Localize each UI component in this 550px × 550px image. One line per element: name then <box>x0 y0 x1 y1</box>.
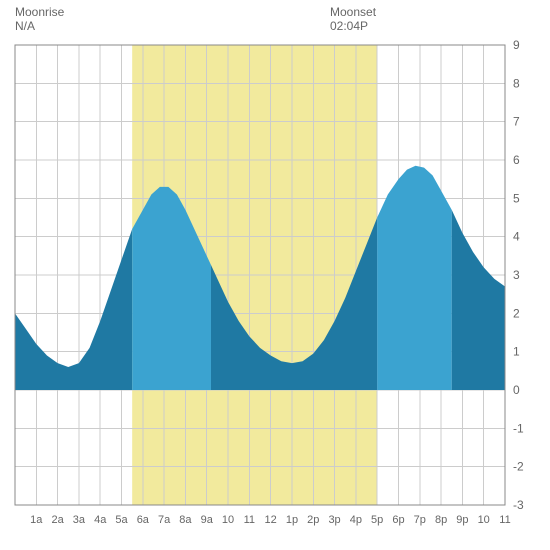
x-tick-label: 10 <box>222 514 234 526</box>
y-tick-label: 6 <box>513 153 520 167</box>
moonset-label: Moonset <box>330 5 376 19</box>
y-tick-label: -1 <box>513 421 524 435</box>
x-tick-label: 11 <box>244 514 255 526</box>
y-tick-label: -3 <box>513 498 524 512</box>
moonrise-value: N/A <box>15 19 64 33</box>
y-tick-label: 3 <box>513 268 520 282</box>
x-tick-label: 2p <box>307 514 319 526</box>
y-tick-label: 4 <box>513 230 520 244</box>
x-tick-label: 8a <box>179 514 192 526</box>
x-tick-label: 11 <box>499 514 510 526</box>
x-tick-label: 1a <box>30 514 43 526</box>
x-tick-label: 2a <box>51 514 64 526</box>
x-tick-label: 6a <box>137 514 150 526</box>
x-tick-label: 9p <box>456 514 468 526</box>
x-tick-label: 8p <box>435 514 447 526</box>
x-tick-label: 7p <box>414 514 426 526</box>
y-tick-label: 2 <box>513 306 520 320</box>
x-tick-label: 4a <box>94 514 107 526</box>
y-tick-label: 0 <box>513 383 520 397</box>
x-tick-label: 3p <box>328 514 340 526</box>
x-tick-label: 1p <box>286 514 298 526</box>
y-tick-label: 8 <box>513 76 520 90</box>
tide-chart: Moonrise N/A Moonset 02:04P -3-2-1012345… <box>5 5 545 545</box>
tide-area-segment <box>377 166 452 390</box>
moonrise-block: Moonrise N/A <box>15 5 64 33</box>
x-tick-label: 5a <box>115 514 128 526</box>
x-tick-label: 10 <box>478 514 490 526</box>
x-tick-label: 5p <box>371 514 383 526</box>
x-tick-label: 7a <box>158 514 171 526</box>
x-tick-label: 12 <box>265 514 277 526</box>
y-tick-label: 1 <box>513 345 520 359</box>
moonset-value: 02:04P <box>330 19 376 33</box>
x-tick-label: 9a <box>201 514 214 526</box>
y-tick-label: 9 <box>513 38 520 52</box>
y-tick-label: 7 <box>513 115 520 129</box>
x-tick-label: 3a <box>73 514 86 526</box>
y-tick-label: 5 <box>513 191 520 205</box>
x-tick-label: 6p <box>392 514 404 526</box>
y-tick-label: -2 <box>513 460 524 474</box>
moonset-block: Moonset 02:04P <box>330 5 376 33</box>
tide-area-segment <box>15 229 132 390</box>
chart-svg: -3-2-101234567891a2a3a4a5a6a7a8a9a101112… <box>5 5 545 545</box>
x-tick-label: 4p <box>350 514 362 526</box>
moonrise-label: Moonrise <box>15 5 64 19</box>
